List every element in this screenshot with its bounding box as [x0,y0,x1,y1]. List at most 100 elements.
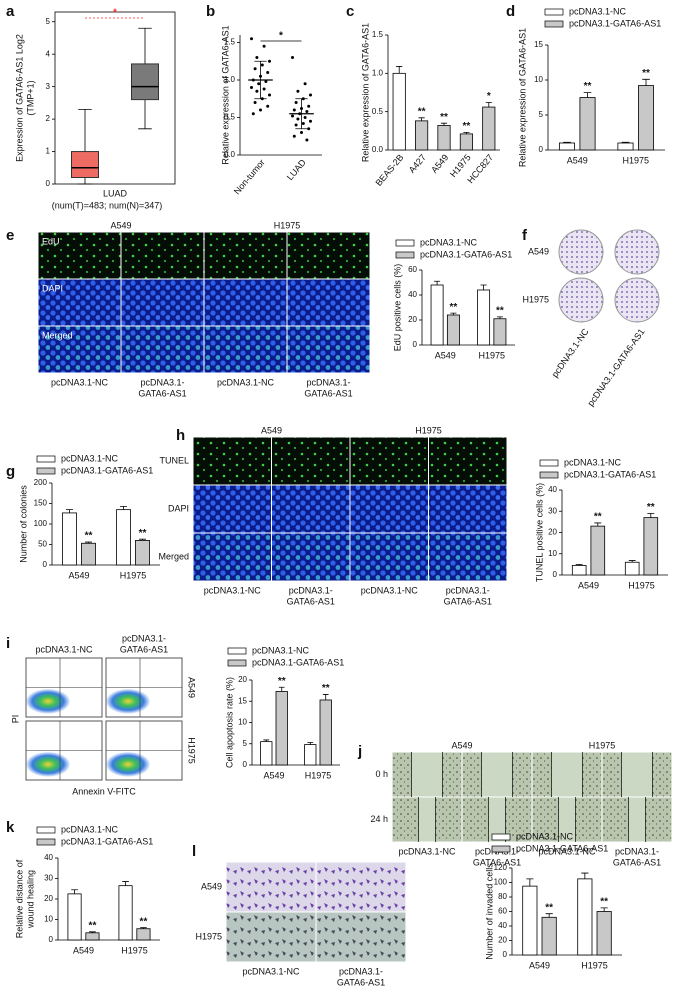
micrograph [350,485,428,533]
micrograph [272,533,350,581]
data-point [296,89,300,93]
error-bar [485,102,492,108]
x-tick-label: BEAS-2B [373,152,405,188]
legend-label: pcDNA3.1-GATA6-AS1 [61,465,153,475]
data-point [259,108,262,112]
plot-frame [54,11,176,185]
y-tick-label: 0 [413,340,418,349]
x-tick-label: A549 [68,570,89,580]
error-bar [583,92,592,98]
error-bar [563,141,571,143]
x-tick-label: LUAD [285,157,308,182]
column-label: pcDNA3.1- [140,377,184,387]
panel-letter: i [6,635,10,652]
y-tick-label: 0.0 [372,145,384,154]
bar [275,691,288,766]
micrograph [121,232,204,279]
bar [118,885,133,941]
error-bar [526,878,534,887]
data-point [309,93,312,97]
legend-swatch [491,833,511,841]
row-label: A549 [528,246,549,256]
error-bar [642,78,650,86]
x-axis-label: LUAD [103,188,128,198]
subtitle: (num(T)=483; num(N)=347) [52,200,163,210]
significance-label: ** [139,528,147,539]
legend-swatch [491,845,511,853]
column-label: GATA6-AS1 [337,977,385,987]
error-bar [628,560,636,563]
micrograph [287,232,370,279]
panel-letter: k [6,819,15,836]
y-tick-label: 20 [548,528,557,537]
micrograph [350,437,428,485]
y-axis-label: Relative expression of GATA6-AS1 [360,23,370,162]
y-tick-label: 1.0 [372,68,384,77]
error-bar [263,739,270,742]
data-point [266,104,270,108]
micrograph [272,437,350,485]
y-tick-label: 15 [238,696,247,705]
error-bar [71,889,78,894]
y-tick-label: 10 [238,718,247,727]
column-label: pcDNA3.1-NC [204,585,262,595]
y-tick-label: 0 [43,560,48,569]
wound-edges [551,752,583,797]
wound-gap [411,752,443,797]
y-tick-label: 0 [553,570,558,579]
micrograph [204,232,287,279]
bar [415,120,429,151]
x-tick-label: A549 [435,350,456,360]
x-tick-label: H1975 [628,580,655,590]
panel-letter: h [176,427,185,444]
data-point [251,112,255,116]
y-tick-label: 60 [408,265,417,274]
column-label: GATA6-AS1 [613,857,661,867]
data-point [309,119,312,123]
row-label: H1975 [195,931,222,941]
column-label: pcDNA3.1- [615,846,659,856]
significance-label: ** [594,512,602,523]
group-label: A549 [261,425,282,435]
y-tick-label: 40 [408,290,417,299]
bar [482,106,496,151]
legend-label: pcDNA3.1-NC [569,6,627,16]
y-tick-label: 0.5 [372,107,384,116]
data-point [291,114,294,118]
legend-label: pcDNA3.1-NC [420,237,478,247]
legend-swatch [227,659,247,667]
error-bar [581,872,589,879]
group-label: A549 [110,220,131,230]
error-bar [84,541,92,544]
legend-label: pcDNA3.1-GATA6-AS1 [252,657,344,667]
error-bar [295,98,308,130]
wound-gap [418,797,436,842]
legend-label: pcDNA3.1-NC [61,453,119,463]
error-bar [621,141,630,143]
bar [624,561,640,576]
data-point [296,117,300,121]
column-label: GATA6-AS1 [304,388,352,398]
micrograph [287,279,370,326]
bar [62,512,77,566]
wound-edges [411,752,443,797]
significance-label: ** [642,68,650,79]
legend-label: pcDNA3.1-NC [516,831,574,841]
error-bar [480,284,487,290]
data-point [268,59,271,63]
significance-label: ** [600,897,608,908]
panel-letter: b [206,3,215,20]
quadrant-lines [26,658,102,717]
box [131,63,159,101]
micrograph [287,326,370,373]
column-label: pcDNA3.1-NC [538,846,596,856]
error-bar [89,931,96,933]
error-bar [440,122,448,126]
x-axis-label: Annexin V-FITC [72,786,136,796]
data-point [292,108,296,112]
significance-label: ** [450,302,458,313]
y-tick-label: 0 [49,935,54,944]
y-tick-label: 0 [46,179,51,188]
y-tick-label: 80 [498,892,507,901]
